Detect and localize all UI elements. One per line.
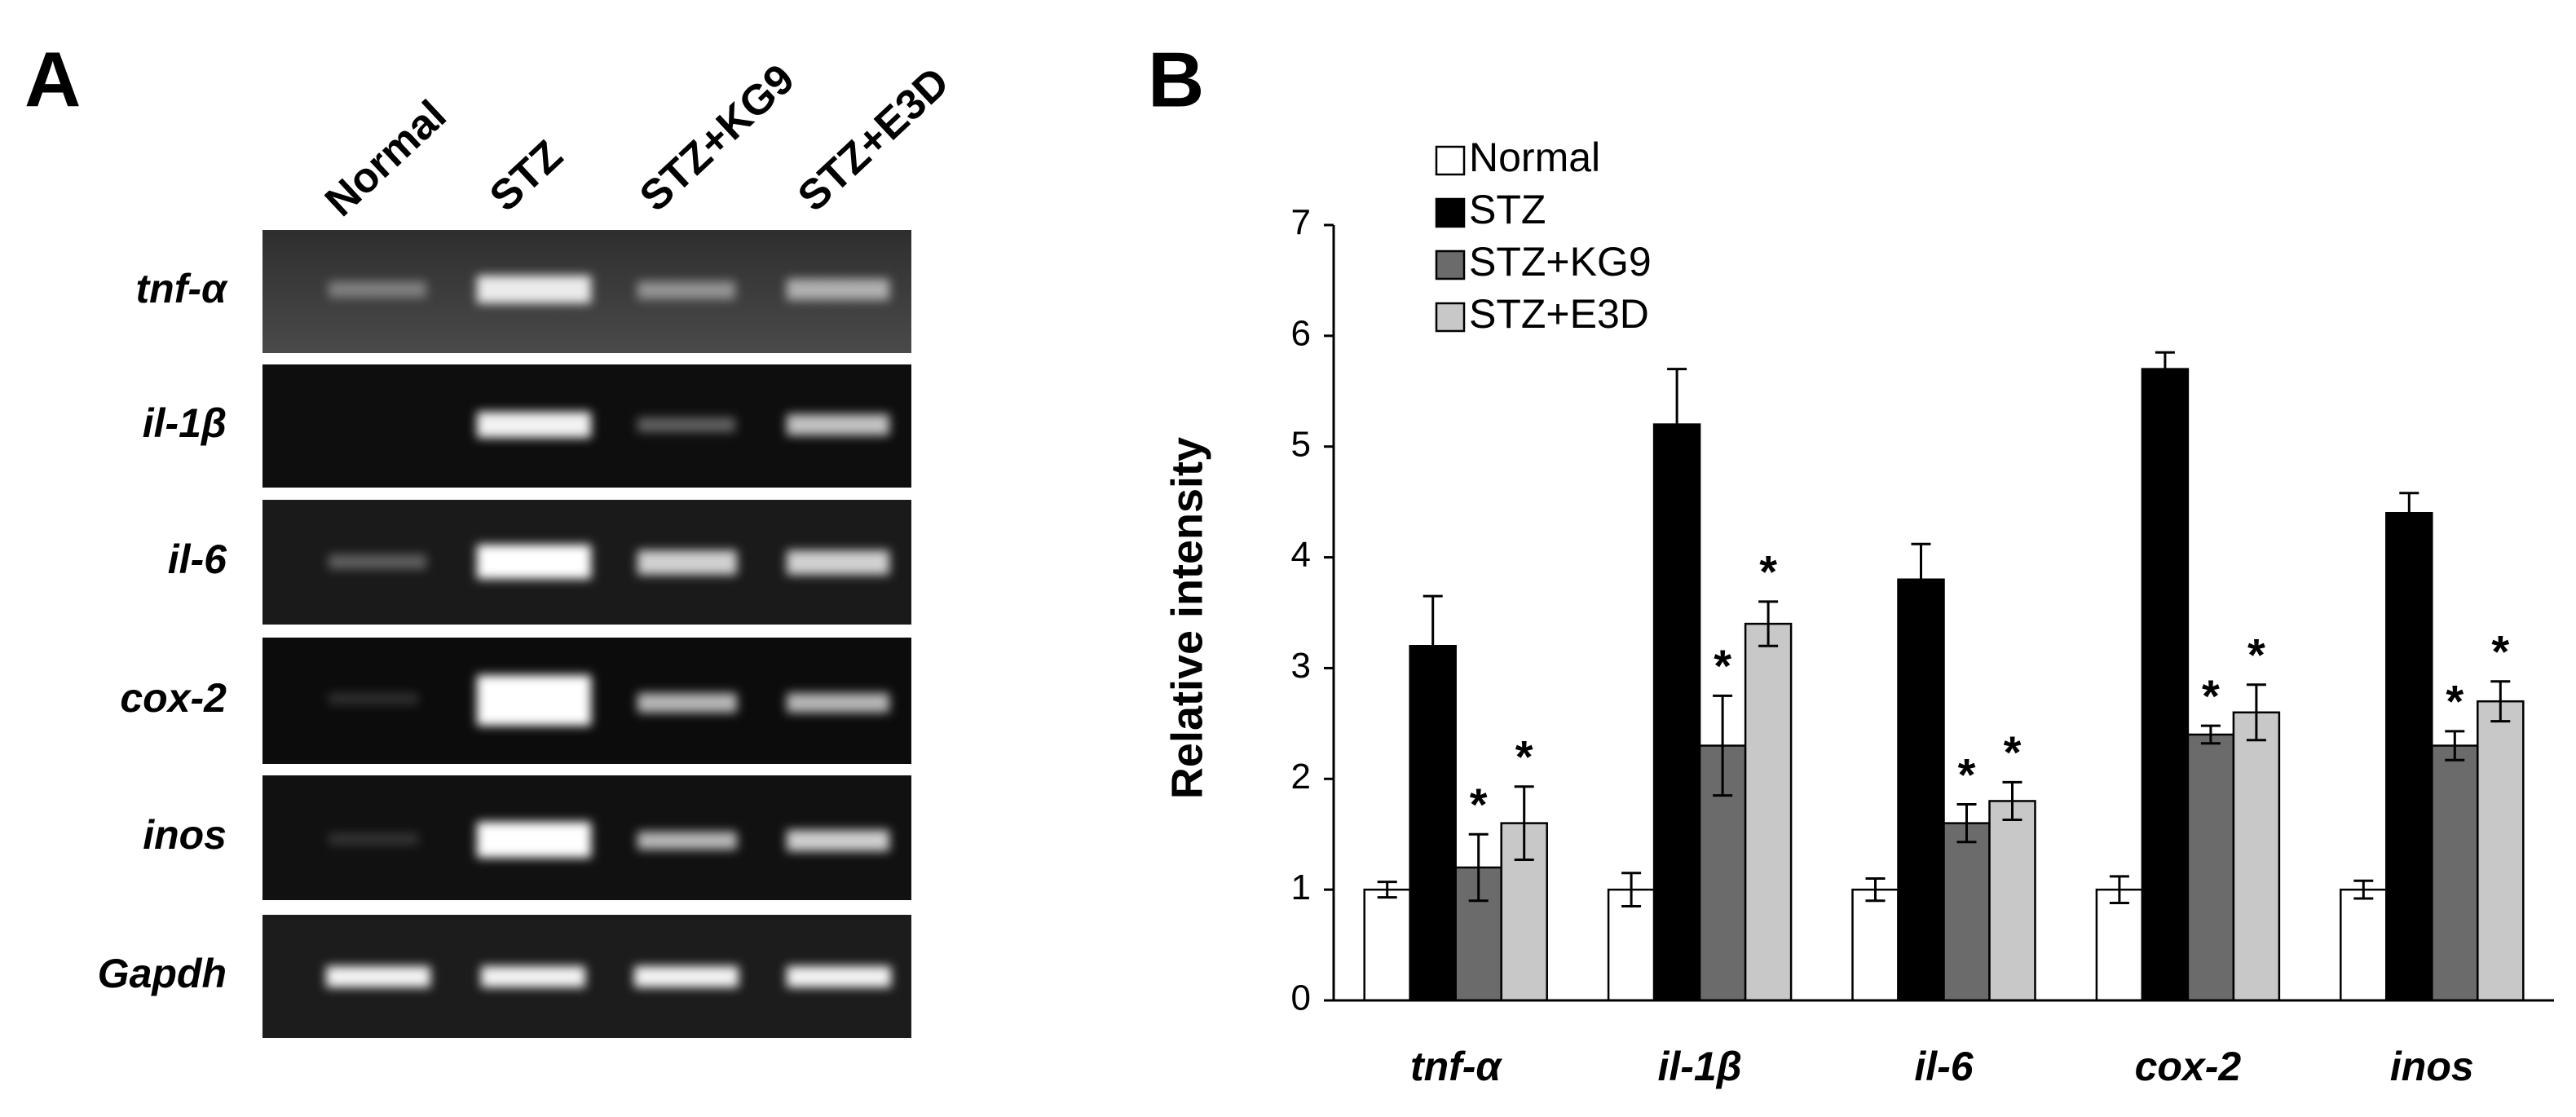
y-tick-label: 6 <box>1291 313 1311 353</box>
y-tick-label: 4 <box>1291 535 1311 575</box>
significance-mark: * <box>2446 676 2464 727</box>
gene-label: il-6 <box>168 536 227 582</box>
band <box>787 966 891 987</box>
y-axis-label: Relative intensity <box>1162 437 1211 799</box>
bar <box>2232 711 2281 1002</box>
significance-mark: * <box>1759 546 1777 598</box>
legend-label: STZ <box>1469 187 1546 232</box>
band <box>787 414 889 435</box>
legend-swatch <box>1435 302 1466 333</box>
significance-mark: * <box>1714 640 1731 691</box>
lane-label: STZ <box>481 131 571 220</box>
legend-swatch <box>1435 197 1466 228</box>
x-tick-label: il-1β <box>1657 1044 1741 1089</box>
bar <box>2141 368 2190 1002</box>
bar <box>1744 622 1793 1002</box>
bar <box>2431 744 2479 1002</box>
bar <box>1363 888 1411 1002</box>
y-tick-label: 5 <box>1291 424 1311 464</box>
band <box>637 832 737 850</box>
legend-label: Normal <box>1469 135 1600 180</box>
significance-mark: * <box>2247 629 2265 681</box>
bar <box>1652 423 1701 1002</box>
bar <box>1988 800 2036 1002</box>
lane-labels: Normal STZ STZ+KG9 STZ+E3D <box>316 55 959 226</box>
x-tick-label: il-6 <box>1914 1044 1974 1089</box>
band <box>634 966 739 987</box>
gel <box>262 230 911 1038</box>
band <box>637 693 737 713</box>
gene-labels: tnf-α il-1β il-6 cox-2 inos Gapdh <box>98 266 228 996</box>
significance-mark: * <box>1958 748 1976 800</box>
x-tick-label: inos <box>2390 1044 2474 1089</box>
bar <box>2340 888 2388 1002</box>
bar <box>1897 578 1945 1002</box>
band <box>787 550 889 575</box>
bar <box>1943 822 1991 1002</box>
band <box>477 412 591 438</box>
legend-swatch <box>1435 145 1466 176</box>
bar <box>2385 511 2433 1002</box>
band <box>477 276 591 303</box>
band <box>329 554 426 569</box>
band <box>637 281 735 299</box>
y-tick-label: 0 <box>1291 978 1311 1018</box>
y-tick-label: 2 <box>1291 757 1311 797</box>
significance-mark: * <box>2491 626 2509 678</box>
lane-label: STZ+KG9 <box>631 55 804 221</box>
x-tick-label: tnf-α <box>1410 1044 1502 1089</box>
band <box>477 675 591 726</box>
gene-label: Gapdh <box>98 951 227 996</box>
band <box>326 966 430 987</box>
band <box>787 693 889 713</box>
y-tick-label: 1 <box>1291 868 1311 907</box>
significance-mark: * <box>1515 731 1533 783</box>
band <box>329 693 418 704</box>
bar <box>2095 888 2144 1002</box>
bar <box>1409 645 1457 1002</box>
bar <box>2477 700 2525 1002</box>
lane-label: STZ+E3D <box>789 59 959 221</box>
gene-label: cox-2 <box>120 675 227 721</box>
band <box>787 830 889 851</box>
panel-label: B <box>1148 36 1204 123</box>
band <box>637 550 737 575</box>
x-tick-label: cox-2 <box>2135 1044 2242 1089</box>
panel-label: A <box>24 36 81 123</box>
y-tick-label: 3 <box>1291 646 1311 686</box>
band <box>481 966 585 987</box>
bar <box>1851 888 1899 1002</box>
y-tick-label: 7 <box>1291 203 1311 243</box>
legend-swatch <box>1435 249 1466 280</box>
legend-label: STZ+E3D <box>1469 291 1649 337</box>
band <box>329 833 418 845</box>
gene-label: tnf-α <box>136 266 228 311</box>
band <box>637 417 735 432</box>
lane-label: Normal <box>316 91 456 226</box>
significance-mark: * <box>2004 726 2022 778</box>
band <box>329 281 426 298</box>
gene-label: inos <box>143 812 227 858</box>
band <box>477 822 591 858</box>
bar <box>2186 733 2235 1002</box>
band <box>477 545 591 579</box>
band <box>787 279 889 300</box>
significance-mark: * <box>2202 670 2220 722</box>
gene-label: il-1β <box>143 400 227 446</box>
legend-label: STZ+KG9 <box>1469 239 1652 285</box>
significance-mark: * <box>1470 779 1488 830</box>
